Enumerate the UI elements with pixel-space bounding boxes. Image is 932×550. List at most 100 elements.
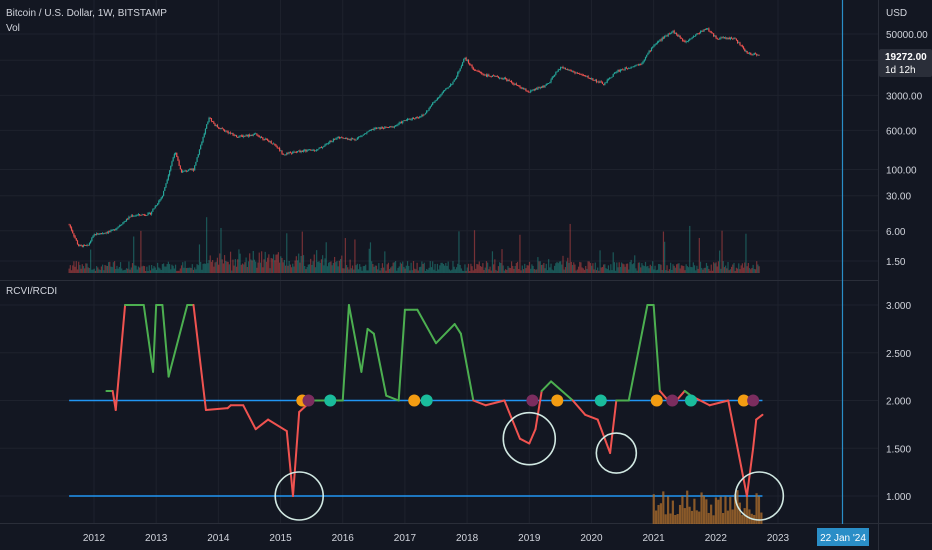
candle-body-105 bbox=[194, 165, 196, 171]
volume-bar-60 bbox=[140, 230, 142, 273]
candle-body-86 bbox=[171, 161, 173, 167]
volume-bar-251 bbox=[368, 248, 370, 273]
volume-bar-497 bbox=[662, 231, 665, 273]
candle-body-538 bbox=[711, 32, 714, 34]
volume-bar-194 bbox=[300, 255, 302, 273]
indicator-segment-34 bbox=[459, 332, 475, 402]
candle-body-418 bbox=[568, 69, 570, 71]
volume-bar-224 bbox=[336, 261, 338, 273]
volume-bar-81 bbox=[165, 266, 167, 273]
candle-body-163 bbox=[263, 139, 265, 140]
volume-bar-567 bbox=[746, 266, 748, 273]
volume-bar-213 bbox=[323, 265, 325, 273]
candle-body-75 bbox=[158, 200, 160, 204]
candle-body-12 bbox=[82, 244, 85, 247]
volume-bar-191 bbox=[296, 260, 299, 273]
volume-bar-545 bbox=[720, 268, 722, 273]
volume-bar-341 bbox=[476, 263, 478, 273]
candle-body-134 bbox=[228, 132, 230, 134]
candle-body-290 bbox=[415, 117, 417, 119]
volume-bar-72 bbox=[154, 267, 156, 273]
volume-bar-424 bbox=[575, 270, 577, 273]
candle-body-145 bbox=[241, 135, 244, 137]
volume-bar-407 bbox=[555, 263, 557, 273]
volume-bar-411 bbox=[560, 261, 562, 273]
volume-bar-197 bbox=[304, 265, 306, 273]
volume-bar-100 bbox=[188, 267, 190, 273]
price-candles bbox=[68, 27, 760, 248]
candle-body-396 bbox=[542, 85, 544, 88]
volume-bar-189 bbox=[294, 260, 296, 273]
histogram-bar-30 bbox=[724, 496, 727, 524]
candle-body-473 bbox=[634, 65, 636, 67]
candle-body-305 bbox=[433, 101, 435, 103]
volume-bar-151 bbox=[249, 253, 251, 273]
volume-bar-540 bbox=[714, 263, 716, 273]
volume-bar-97 bbox=[184, 261, 186, 273]
time-axis-ticks[interactable]: 2012 2013 2014 2015 2016 2017 2018 2019 2020 2021… bbox=[83, 533, 790, 544]
candle-body-541 bbox=[715, 35, 717, 39]
volume-bar-451 bbox=[607, 265, 610, 273]
candle-body-246 bbox=[362, 134, 364, 136]
candle-body-467 bbox=[626, 68, 629, 70]
volume-bar-0 bbox=[68, 268, 70, 273]
volume-bar-260 bbox=[379, 270, 381, 273]
volume-bar-368 bbox=[508, 267, 510, 273]
candle-body-495 bbox=[660, 39, 662, 41]
candle-body-132 bbox=[226, 130, 228, 132]
volume-bars bbox=[68, 217, 760, 273]
volume-bar-393 bbox=[538, 261, 540, 273]
volume-bar-471 bbox=[631, 264, 633, 273]
volume-bar-529 bbox=[701, 267, 703, 273]
volume-bar-142 bbox=[238, 249, 240, 273]
volume-bar-575 bbox=[756, 261, 758, 273]
candle-body-282 bbox=[405, 120, 407, 122]
candle-body-212 bbox=[322, 146, 324, 148]
candle-body-479 bbox=[641, 63, 643, 65]
candle-body-168 bbox=[269, 141, 271, 143]
candle-body-60 bbox=[140, 215, 142, 216]
volume-bar-542 bbox=[716, 266, 718, 273]
candle-body-452 bbox=[609, 77, 611, 79]
volume-bar-83 bbox=[167, 261, 169, 273]
candle-body-347 bbox=[483, 74, 485, 76]
volume-bar-377 bbox=[519, 234, 521, 273]
candle-body-552 bbox=[728, 37, 730, 40]
candle-body-182 bbox=[286, 152, 288, 155]
volume-bar-484 bbox=[647, 265, 649, 273]
volume-bar-461 bbox=[619, 266, 621, 273]
candle-body-150 bbox=[247, 134, 250, 137]
volume-bar-327 bbox=[459, 264, 461, 273]
volume-bar-434 bbox=[587, 261, 589, 273]
volume-bar-325 bbox=[457, 263, 459, 273]
volume-bar-255 bbox=[373, 266, 375, 273]
histogram-bar-29 bbox=[721, 512, 725, 524]
volume-bar-170 bbox=[271, 258, 274, 273]
volume-bar-563 bbox=[741, 263, 743, 273]
volume-bar-211 bbox=[320, 259, 323, 273]
volume-bar-45 bbox=[122, 270, 124, 273]
volume-bar-21 bbox=[93, 268, 95, 273]
signal-marker-12 bbox=[747, 394, 760, 407]
volume-bar-165 bbox=[265, 261, 268, 273]
candle-body-572 bbox=[752, 54, 754, 56]
volume-bar-436 bbox=[589, 262, 592, 273]
volume-bar-365 bbox=[504, 269, 507, 273]
volume-bar-420 bbox=[570, 261, 572, 273]
volume-bar-19 bbox=[91, 269, 93, 273]
volume-bar-519 bbox=[689, 225, 691, 273]
volume-bar-496 bbox=[661, 270, 663, 273]
volume-bar-412 bbox=[561, 264, 563, 273]
candle-body-474 bbox=[635, 65, 637, 66]
volume-bar-32 bbox=[106, 266, 108, 273]
candle-body-40 bbox=[116, 227, 118, 230]
volume-bar-331 bbox=[464, 264, 466, 273]
volume-bar-394 bbox=[539, 261, 541, 273]
volume-bar-13 bbox=[84, 268, 86, 273]
indicator-axis-ticks[interactable]: 3.000 2.500 2.000 1.500 1.000 bbox=[886, 301, 911, 503]
candle-body-198 bbox=[305, 149, 307, 152]
candle-body-544 bbox=[719, 38, 721, 40]
volume-bar-399 bbox=[545, 263, 547, 273]
